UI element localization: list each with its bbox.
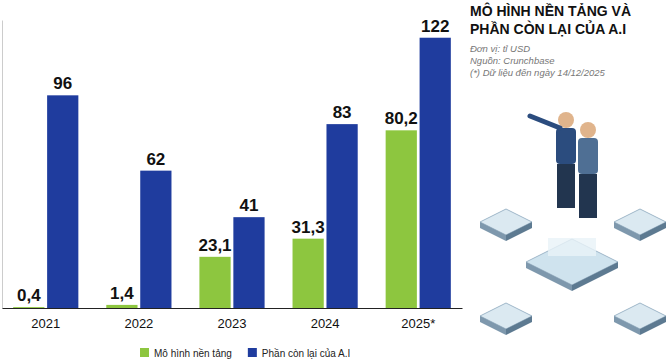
bar — [326, 124, 357, 308]
chip-side — [506, 316, 532, 335]
chip-side — [640, 316, 666, 335]
bar — [293, 239, 324, 308]
chip-icon — [480, 303, 532, 335]
x-tick-label: 2025* — [401, 316, 435, 331]
subtitle: Nguồn: Crunchbase — [470, 55, 555, 66]
bar — [420, 38, 451, 308]
bar — [386, 130, 417, 308]
x-tick-label: 2023 — [218, 316, 247, 331]
x-tick-label: 2024 — [311, 316, 340, 331]
legend-label: Phần còn lại của A.I — [262, 348, 350, 359]
person-icon — [578, 122, 598, 218]
legend-label: Mô hình nền tảng — [154, 348, 232, 359]
chip-side — [614, 316, 640, 335]
x-tick: 2025* — [401, 316, 435, 331]
data-label: 41 — [240, 196, 259, 215]
chip-icon — [480, 209, 532, 241]
chip-face — [526, 239, 618, 285]
chip-icon — [526, 239, 618, 291]
legend-swatch — [248, 348, 257, 357]
bar — [106, 305, 137, 308]
chip-side — [614, 222, 640, 241]
chip-side — [506, 222, 532, 241]
data-label: 23,1 — [198, 236, 231, 255]
bar — [13, 307, 44, 308]
person-body — [556, 128, 576, 164]
chip-side — [640, 222, 666, 241]
bar — [199, 257, 230, 308]
x-axis-line — [3, 308, 463, 309]
bar — [233, 217, 264, 308]
illustration — [480, 112, 666, 335]
person-head — [580, 122, 596, 138]
bar — [47, 95, 78, 308]
y-axis — [2, 21, 3, 309]
x-tick-label: 2021 — [31, 316, 60, 331]
bars — [13, 38, 451, 308]
x-tick: 2021 — [31, 316, 60, 331]
chip-side — [480, 316, 506, 335]
data-label: 83 — [333, 103, 352, 122]
title: MÔ HÌNH NỀN TẢNG VÀ PHẦN CÒN LẠI CỦA A.I — [470, 2, 635, 37]
chip-side — [526, 262, 572, 291]
subtitle: (*) Dữ liệu đến ngày 14/12/2025 — [470, 67, 606, 78]
person-body — [578, 138, 598, 174]
data-label: 62 — [146, 150, 165, 169]
legend-swatch — [140, 348, 149, 357]
light-beam — [548, 238, 596, 256]
person-legs — [579, 174, 597, 218]
x-tick-label: 2022 — [124, 316, 153, 331]
x-tick: 2022 — [124, 316, 153, 331]
person-arm — [530, 116, 560, 128]
y-axis-line — [2, 21, 3, 309]
chip-icon — [614, 209, 666, 241]
data-label: 31,3 — [292, 218, 325, 237]
data-label: 96 — [53, 74, 72, 93]
chip-side — [572, 262, 618, 291]
x-tick: 2023 — [218, 316, 247, 331]
x-tick: 2024 — [311, 316, 340, 331]
data-label: 122 — [421, 17, 449, 36]
data-label: 1,4 — [110, 284, 134, 303]
data-labels: 0,4 1,4 23,1 31,3 80,2 96 62 41 83 122 — [17, 17, 449, 305]
chip-icon — [614, 303, 666, 335]
bar — [140, 171, 171, 308]
data-label: 0,4 — [17, 286, 41, 305]
subtitle: Đơn vị: tỉ USD — [470, 43, 530, 54]
data-label: 80,2 — [385, 109, 418, 128]
chart: MÔ HÌNH NỀN TẢNG VÀ PHẦN CÒN LẠI CỦA A.I… — [0, 0, 669, 364]
legend: Mô hình nền tảng Phần còn lại của A.I — [140, 348, 350, 359]
x-axis: 2021 2022 2023 2024 2025* — [3, 309, 463, 332]
person-legs — [557, 164, 575, 208]
chip-side — [480, 222, 506, 241]
